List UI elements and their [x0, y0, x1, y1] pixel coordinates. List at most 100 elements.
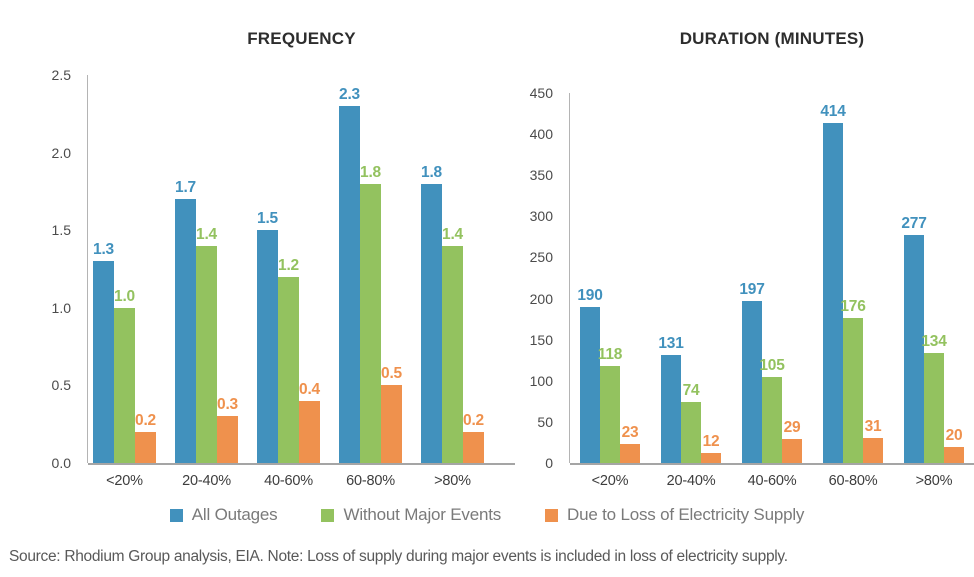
bar: 31 — [863, 418, 883, 463]
x-tick-label: 20-40% — [182, 473, 231, 489]
bar: 197 — [739, 281, 765, 463]
bar-value-label: 190 — [577, 286, 603, 304]
x-axis-labels: <20% 20-40% 40-60% 60-80% >80% — [88, 473, 484, 489]
x-tick-label: 60-80% — [346, 473, 395, 489]
y-axis-line — [569, 93, 570, 463]
x-axis-labels: <20% 20-40% 40-60% 60-80% >80% — [570, 473, 964, 489]
x-axis-line — [88, 463, 515, 465]
bar: 105 — [759, 357, 785, 463]
chart-title-duration: DURATION (MINUTES) — [679, 29, 865, 48]
legend-label: Due to Loss of Electricity Supply — [567, 505, 805, 524]
bar-value-label: 12 — [702, 433, 720, 451]
y-tick-label: 450 — [529, 85, 553, 101]
x-tick-label: 40-60% — [264, 473, 313, 489]
x-tick-label: <20% — [106, 473, 143, 489]
bar-value-label: 0.3 — [217, 396, 238, 414]
bar: 134 — [921, 333, 947, 463]
x-tick-label: 40-60% — [747, 473, 797, 489]
frequency-chart: FREQUENCY 0.0 0.5 1.0 1.5 2.0 2.5 1.3 1.0 0.2 1.… — [0, 0, 515, 500]
bar-value-label: 0.5 — [381, 365, 402, 383]
bar: 0.3 — [217, 396, 238, 463]
legend-swatch-blue-icon — [169, 508, 183, 522]
legend-label: All Outages — [191, 505, 278, 524]
bar: 29 — [782, 419, 802, 463]
y-tick-label: 1.5 — [51, 222, 71, 239]
bars-area: 190 118 23 131 74 12 197 105 29 414 176 31 277 134 20 — [570, 103, 964, 463]
bar: 1.2 — [278, 257, 299, 463]
source-note: Source: Rhodium Group analysis, EIA. Not… — [9, 548, 788, 565]
y-tick-label: 0 — [545, 455, 553, 471]
y-tick-label: 0.5 — [51, 377, 71, 394]
bar: 2.3 — [339, 86, 360, 463]
y-tick-label: 300 — [529, 208, 553, 225]
legend-swatch-green-icon — [321, 508, 335, 522]
y-tick-label: 0.0 — [51, 455, 71, 471]
bar: 1.4 — [442, 226, 463, 463]
bar: 1.7 — [175, 179, 196, 463]
bar-group: 2.3 1.8 0.5 — [339, 86, 402, 463]
bar: 131 — [658, 335, 684, 463]
y-tick-label: 2.5 — [51, 67, 71, 83]
bar-value-label: 1.2 — [278, 256, 299, 274]
bar-group: 131 74 12 — [658, 335, 721, 463]
bar: 0.5 — [381, 365, 402, 463]
y-axis-ticks: 0.0 0.5 1.0 1.5 2.0 2.5 — [52, 67, 515, 471]
bar-value-label: 197 — [739, 281, 765, 298]
bar: 20 — [944, 427, 964, 463]
bar: 176 — [840, 298, 866, 463]
bar-value-label: 134 — [921, 332, 947, 350]
bar-value-label: 1.4 — [442, 225, 463, 243]
y-tick-label: 2.0 — [51, 144, 71, 161]
legend-swatch-orange-icon — [545, 508, 559, 522]
y-axis-line — [87, 75, 88, 463]
x-tick-label: >80% — [434, 473, 471, 489]
bar-group: 1.7 1.4 0.3 — [175, 179, 238, 463]
bar: 1.5 — [257, 210, 278, 463]
legend-item-loss-of-supply: Due to Loss of Electricity Supply — [545, 505, 804, 525]
bar-group: 414 176 31 — [820, 103, 883, 463]
legend: All Outages Without Major Events Due to … — [0, 505, 974, 525]
bar-value-label: 74 — [682, 382, 700, 400]
duration-chart: DURATION (MINUTES) 0 50 100 150 200 250 300 350… — [487, 0, 974, 500]
x-axis-line — [570, 463, 974, 465]
chart-title-frequency: FREQUENCY — [247, 29, 356, 48]
bar-value-label: 0.2 — [135, 412, 156, 429]
bar-value-label: 176 — [840, 298, 866, 316]
bar: 277 — [901, 215, 927, 463]
y-tick-label: 400 — [529, 126, 553, 143]
y-tick-label: 250 — [529, 249, 553, 266]
legend-label: Without Major Events — [343, 505, 502, 524]
bar-group: 190 118 23 — [577, 287, 640, 463]
bar-group: 1.5 1.2 0.4 — [257, 210, 320, 463]
bar: 1.3 — [93, 241, 114, 463]
bar: 0.4 — [299, 381, 320, 463]
bar: 190 — [577, 287, 603, 463]
x-tick-label: 60-80% — [828, 473, 878, 489]
bar: 12 — [701, 433, 721, 463]
bar-value-label: 1.7 — [175, 179, 196, 197]
bar-value-label: 23 — [621, 424, 639, 442]
bar: 0.2 — [135, 412, 156, 463]
y-tick-label: 100 — [529, 372, 553, 389]
y-tick-label: 200 — [529, 290, 553, 307]
bar-value-label: 0.4 — [299, 380, 320, 398]
bar-value-label: 1.4 — [196, 225, 217, 243]
x-tick-label: <20% — [591, 473, 629, 489]
bar: 74 — [681, 382, 701, 463]
y-tick-label: 350 — [529, 167, 553, 184]
bar-group: 197 105 29 — [739, 281, 802, 463]
duration-plot-area: 0 50 100 150 200 250 300 350 400 450 190 118 23 131 7… — [530, 85, 974, 489]
bar-value-label: 1.5 — [257, 210, 278, 228]
y-tick-label: 50 — [537, 413, 553, 430]
bar-value-label: 414 — [820, 102, 846, 120]
frequency-plot-area: 0.0 0.5 1.0 1.5 2.0 2.5 1.3 1.0 0.2 1.7 1.4 0.3 1.5… — [52, 67, 515, 489]
legend-item-all-outages: All Outages — [169, 505, 278, 525]
bar-value-label: 118 — [597, 346, 623, 363]
bar-value-label: 277 — [901, 215, 927, 233]
bar-group: 277 134 20 — [901, 215, 964, 463]
legend-item-without-major-events: Without Major Events — [321, 505, 501, 525]
bar: 0.2 — [463, 412, 484, 463]
bar-value-label: 29 — [783, 419, 801, 437]
bar: 1.0 — [114, 288, 135, 463]
